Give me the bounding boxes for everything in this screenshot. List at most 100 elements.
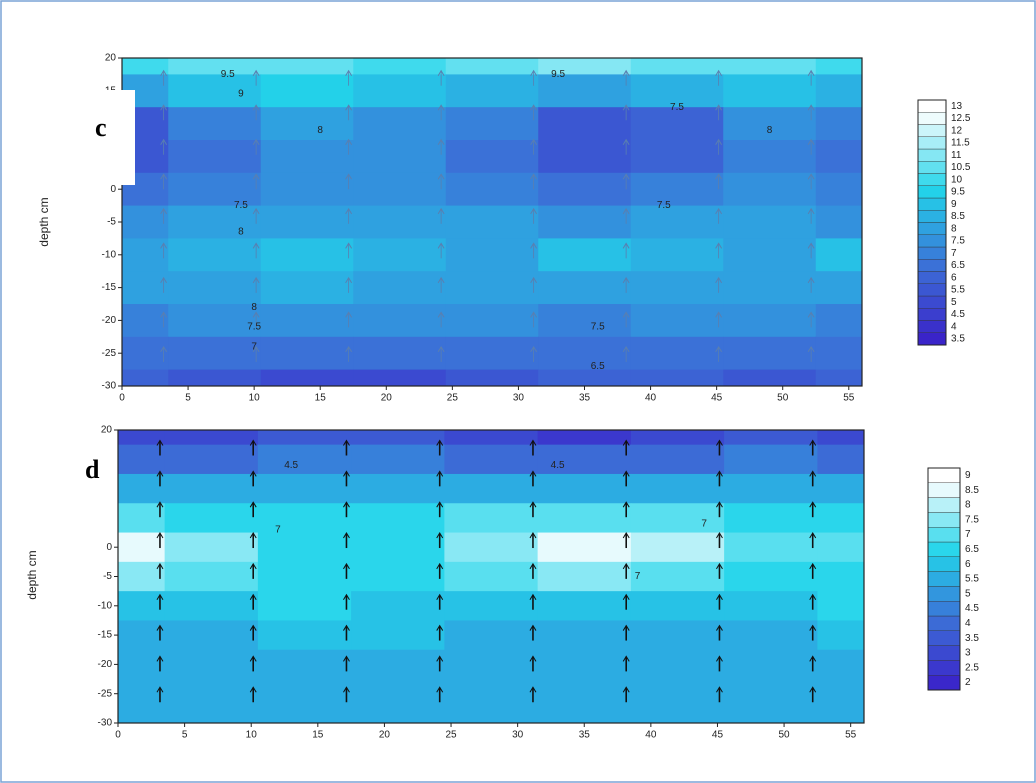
flow-arrow-head xyxy=(622,207,630,215)
flow-arrow-head xyxy=(436,624,444,631)
flow-arrow-head xyxy=(715,276,723,284)
field-cell xyxy=(537,561,632,592)
field-cell xyxy=(257,473,352,504)
field-cell xyxy=(724,561,818,592)
field-cell xyxy=(445,205,539,239)
colorbar-band xyxy=(927,660,961,676)
field-cell xyxy=(260,74,354,108)
field-cell xyxy=(724,503,818,534)
colorbar-label: 9.5 xyxy=(951,187,965,198)
field-cell xyxy=(817,708,865,724)
flow-arrow-head xyxy=(345,276,353,284)
field-cell xyxy=(817,591,865,621)
field-cell xyxy=(444,430,539,446)
x-tick-label: 45 xyxy=(712,730,724,741)
field-cell xyxy=(122,304,169,338)
contour-label: 4.5 xyxy=(284,460,298,471)
contour-label: 7.5 xyxy=(657,200,671,211)
colorbar-band xyxy=(927,467,961,484)
flow-arrow-head xyxy=(715,345,723,353)
field-cell xyxy=(630,369,724,387)
flow-arrow-head xyxy=(529,624,537,631)
flow-arrow-head xyxy=(343,686,350,693)
field-cell xyxy=(118,620,166,651)
field-cell xyxy=(353,304,447,338)
field-cell xyxy=(537,503,632,534)
flow-arrow-head xyxy=(437,345,445,353)
field-cell xyxy=(257,708,352,724)
field-cell xyxy=(815,140,863,174)
colorbar-label: 4.5 xyxy=(951,309,965,320)
field-cell xyxy=(444,444,539,475)
field-cell xyxy=(445,107,539,141)
field-cell xyxy=(353,172,447,207)
flow-arrow-head xyxy=(252,276,260,284)
colorbar-label: 8 xyxy=(951,223,957,234)
contour-label: 9 xyxy=(238,89,244,100)
field-cell xyxy=(630,205,724,239)
field-cell xyxy=(445,304,539,338)
colorbar-label: 6.5 xyxy=(965,544,979,555)
flow-arrow-head xyxy=(622,655,630,662)
colorbar-band xyxy=(917,173,947,186)
flow-arrow-head xyxy=(622,242,630,249)
colorbar-band xyxy=(917,210,947,223)
colorbar-label: 6 xyxy=(965,559,971,570)
colorbar-band xyxy=(917,234,947,248)
colorbar-label: 3.5 xyxy=(951,334,965,345)
field-cell xyxy=(724,444,818,475)
colorbar-label: 9 xyxy=(965,470,971,481)
colorbar-label: 2 xyxy=(965,677,971,688)
field-cell xyxy=(444,591,539,621)
field-cell xyxy=(168,74,262,108)
contour-label: 4.5 xyxy=(551,460,565,471)
x-tick-label: 15 xyxy=(315,393,327,404)
field-cell xyxy=(257,591,352,621)
field-cell xyxy=(815,238,863,272)
x-tick-label: 15 xyxy=(312,730,324,741)
field-cell xyxy=(168,369,262,387)
field-cell xyxy=(815,74,863,108)
flow-arrow-head xyxy=(160,173,168,180)
flow-arrow-head xyxy=(160,104,168,111)
flow-arrow-head xyxy=(715,104,723,111)
field-cell xyxy=(538,238,632,272)
field-cell xyxy=(817,503,865,534)
y-tick-label: -20 xyxy=(102,315,117,326)
field-cell xyxy=(724,649,818,680)
field-cell xyxy=(445,58,539,75)
field-cell xyxy=(353,58,447,75)
flow-arrow-head xyxy=(252,207,260,215)
contour-label: 8 xyxy=(238,226,244,237)
colorbar-band xyxy=(917,148,947,162)
flow-arrow-head xyxy=(345,207,353,215)
flow-arrow-head xyxy=(807,207,815,215)
field-cell xyxy=(537,649,632,680)
field-cell xyxy=(445,140,539,174)
colorbar-label: 10 xyxy=(951,174,963,185)
field-cell xyxy=(723,172,817,207)
field-cell xyxy=(445,271,539,305)
flow-arrow-head xyxy=(249,686,257,693)
field-cell xyxy=(537,444,632,475)
flow-arrow-head xyxy=(809,593,817,600)
colorbar-band xyxy=(927,571,961,587)
field-cell xyxy=(257,649,352,680)
colorbar-band xyxy=(917,308,947,321)
flow-arrow-head xyxy=(252,173,260,180)
field-cell xyxy=(118,430,166,446)
field-cell xyxy=(817,679,865,709)
field-cell xyxy=(445,336,539,371)
field-cell xyxy=(724,591,818,621)
flow-arrow-head xyxy=(807,311,815,318)
field-cell xyxy=(351,561,445,592)
label-box xyxy=(78,90,135,185)
field-cell xyxy=(815,58,863,75)
field-cell xyxy=(817,532,865,563)
flow-arrow-head xyxy=(809,686,817,693)
x-tick-label: 25 xyxy=(447,393,459,404)
field-cell xyxy=(723,238,817,272)
field-cell xyxy=(724,708,818,724)
field-cell xyxy=(630,58,724,75)
flow-arrow-head xyxy=(530,69,538,76)
